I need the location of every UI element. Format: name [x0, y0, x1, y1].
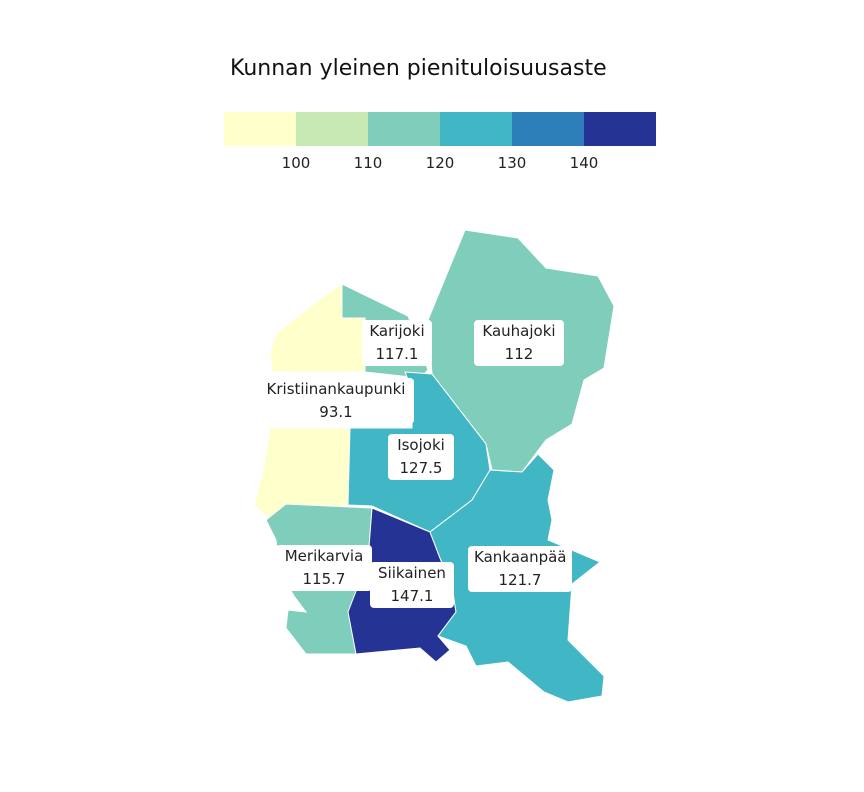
region-name: Isojoki [397, 436, 445, 454]
region-value: 112 [504, 345, 534, 363]
legend-swatch-3 [368, 112, 440, 146]
region-label-kauhajoki: Kauhajoki 112 [474, 320, 564, 366]
legend-swatch-4 [440, 112, 512, 146]
legend-tick: 110 [353, 154, 383, 172]
region-name: Karijoki [369, 322, 425, 340]
legend-tick: 140 [569, 154, 599, 172]
legend-tick: 130 [497, 154, 527, 172]
region-value: 93.1 [319, 403, 353, 421]
region-label-siikainen: Siikainen 147.1 [370, 562, 454, 608]
region-label-karijoki: Karijoki 117.1 [362, 320, 432, 366]
legend-swatch-1 [224, 112, 296, 146]
region-name: Kankaanpää [474, 548, 567, 566]
region-value: 127.5 [399, 459, 443, 477]
region-value: 147.1 [390, 587, 434, 605]
region-name: Kauhajoki [482, 322, 556, 340]
region-value: 115.7 [302, 570, 346, 588]
legend-swatch-2 [296, 112, 368, 146]
region-value: 121.7 [498, 571, 542, 589]
map-title: Kunnan yleinen pienituloisuusaste [230, 56, 607, 81]
legend-tick: 120 [425, 154, 455, 172]
region-label-merikarvia: Merikarvia 115.7 [276, 545, 372, 591]
region-label-isojoki: Isojoki 127.5 [388, 434, 454, 480]
region-label-kankaanpaa: Kankaanpää 121.7 [468, 546, 572, 592]
region-name: Siikainen [378, 564, 446, 582]
color-legend [224, 112, 656, 146]
region-name: Kristiinankaupunki [266, 380, 406, 398]
legend-tick: 100 [281, 154, 311, 172]
legend-swatch-5 [512, 112, 584, 146]
legend-swatch-6 [584, 112, 656, 146]
region-label-kristiinankaupunki: Kristiinankaupunki 93.1 [258, 378, 414, 424]
region-name: Merikarvia [284, 547, 364, 565]
region-value: 117.1 [375, 345, 419, 363]
legend-ticks: 100 110 120 130 140 [224, 154, 656, 174]
